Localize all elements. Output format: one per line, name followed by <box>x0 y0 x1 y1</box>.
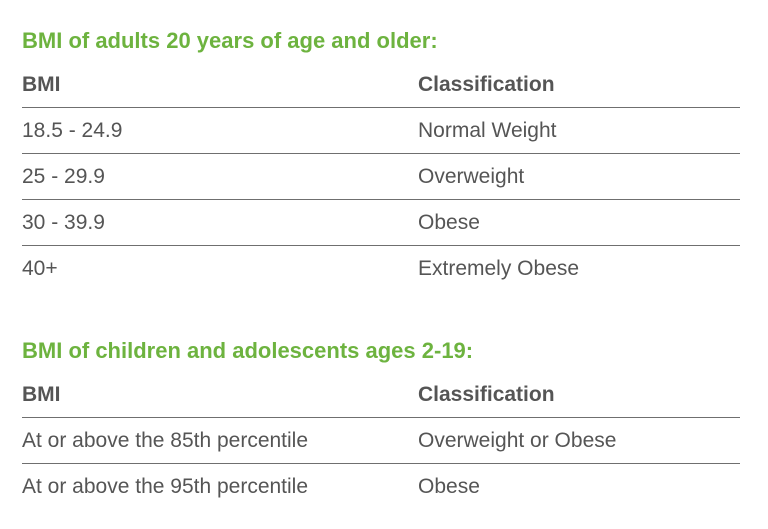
bmi-range-cell: 40+ <box>22 257 58 280</box>
children-bmi-table: BMI Classification At or above the 85th … <box>22 366 740 510</box>
bmi-range-cell: 25 - 29.9 <box>22 164 105 188</box>
bmi-range-cell: 18.5 - 24.9 <box>22 118 123 142</box>
classification-column-header: Classification <box>418 72 555 96</box>
classification-cell: Extremely Obese <box>418 257 580 280</box>
table-header-row: BMI Classification <box>22 366 740 418</box>
table-row: 40+ Extremely Obese <box>22 246 740 292</box>
children-section-title: BMI of children and adolescents ages 2-1… <box>22 338 474 363</box>
adults-bmi-section: BMI of adults 20 years of age and older:… <box>22 26 740 292</box>
bmi-column-header: BMI <box>22 72 61 96</box>
table-row: 30 - 39.9 Obese <box>22 200 740 246</box>
table-row: At or above the 85th percentile Overweig… <box>22 418 740 464</box>
classification-cell: Overweight or Obese <box>418 428 617 452</box>
percentile-cell: At or above the 95th percentile <box>22 475 309 498</box>
classification-cell: Obese <box>418 475 480 498</box>
classification-cell: Overweight <box>418 164 525 188</box>
table-row: At or above the 95th percentile Obese <box>22 464 740 510</box>
classification-column-header: Classification <box>418 382 555 406</box>
table-header-row: BMI Classification <box>22 56 740 108</box>
adults-section-title: BMI of adults 20 years of age and older: <box>22 28 438 53</box>
bmi-range-cell: 30 - 39.9 <box>22 210 105 234</box>
table-row: 18.5 - 24.9 Normal Weight <box>22 108 740 154</box>
children-bmi-section: BMI of children and adolescents ages 2-1… <box>22 336 740 510</box>
adults-bmi-table: BMI Classification 18.5 - 24.9 Normal We… <box>22 56 740 292</box>
classification-cell: Normal Weight <box>418 118 557 142</box>
table-row: 25 - 29.9 Overweight <box>22 154 740 200</box>
classification-cell: Obese <box>418 210 480 234</box>
percentile-cell: At or above the 85th percentile <box>22 428 309 452</box>
bmi-column-header: BMI <box>22 382 61 406</box>
